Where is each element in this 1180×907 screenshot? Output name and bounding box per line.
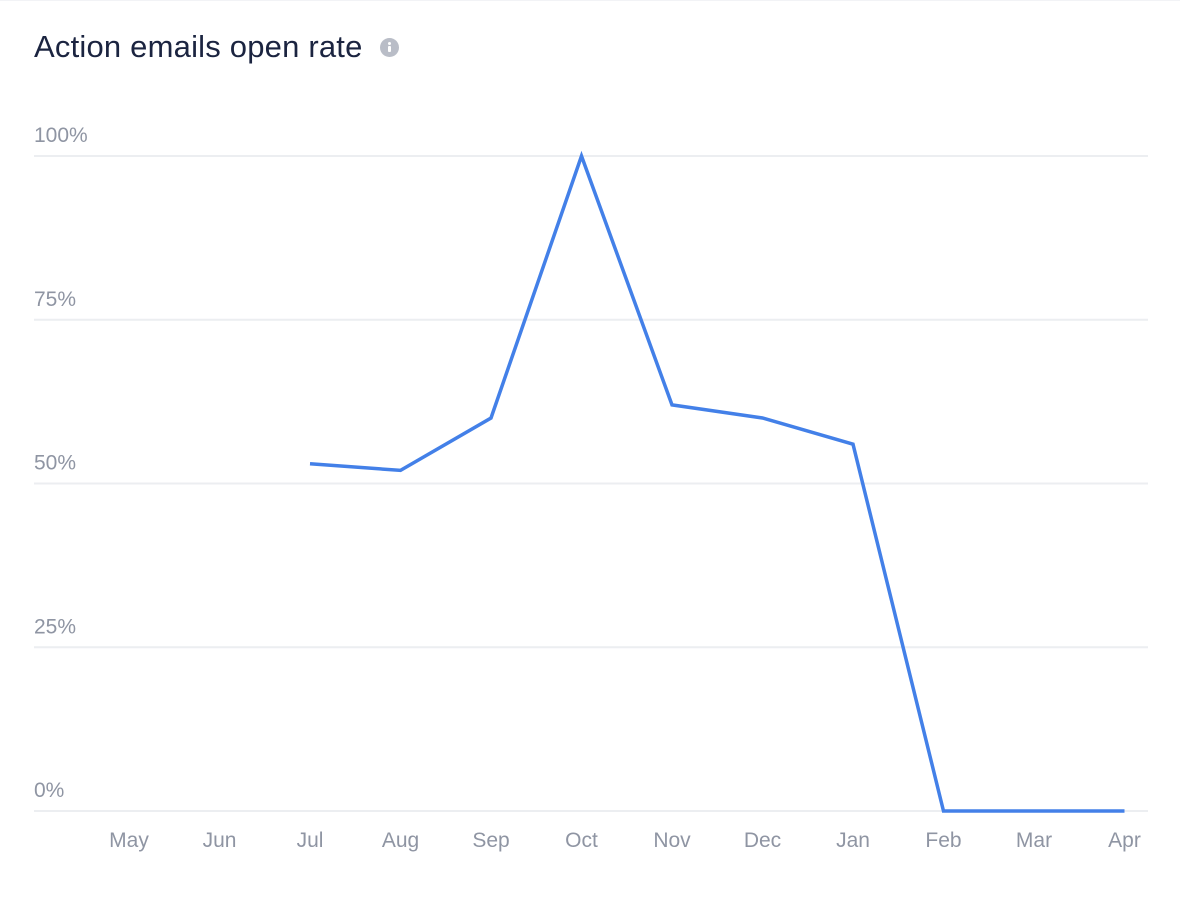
data-point[interactable] <box>576 150 588 162</box>
data-point[interactable] <box>938 805 950 817</box>
x-tick-label: Oct <box>565 829 598 852</box>
x-tick-label: Jul <box>297 829 324 852</box>
series-line <box>309 150 1125 813</box>
data-point[interactable] <box>666 399 678 411</box>
y-tick-label: 25% <box>34 615 76 638</box>
chart-title: Action emails open rate <box>34 29 363 64</box>
x-tick-label: Apr <box>1108 829 1141 852</box>
x-tick-label: May <box>109 829 149 852</box>
info-icon[interactable] <box>379 37 399 57</box>
data-point[interactable] <box>757 412 769 424</box>
data-point[interactable] <box>1119 805 1131 817</box>
y-tick-label: 0% <box>34 779 64 802</box>
x-tick-label: Sep <box>472 829 509 852</box>
data-point[interactable] <box>304 458 316 470</box>
data-point[interactable] <box>395 464 407 476</box>
x-tick-label: Jan <box>836 829 870 852</box>
data-point[interactable] <box>847 438 859 450</box>
x-tick-label: Mar <box>1016 829 1052 852</box>
x-tick-label: Jun <box>203 829 237 852</box>
x-tick-label: Nov <box>653 829 691 852</box>
y-tick-label: 75% <box>34 288 76 311</box>
x-tick-label: Dec <box>744 829 781 852</box>
y-tick-label: 100% <box>34 124 88 147</box>
x-tick-label: Feb <box>925 829 961 852</box>
data-point[interactable] <box>485 412 497 424</box>
x-tick-label: Aug <box>382 829 419 852</box>
y-tick-label: 50% <box>34 452 76 475</box>
chart-header: Action emails open rate <box>34 29 399 65</box>
data-point[interactable] <box>1028 805 1040 817</box>
